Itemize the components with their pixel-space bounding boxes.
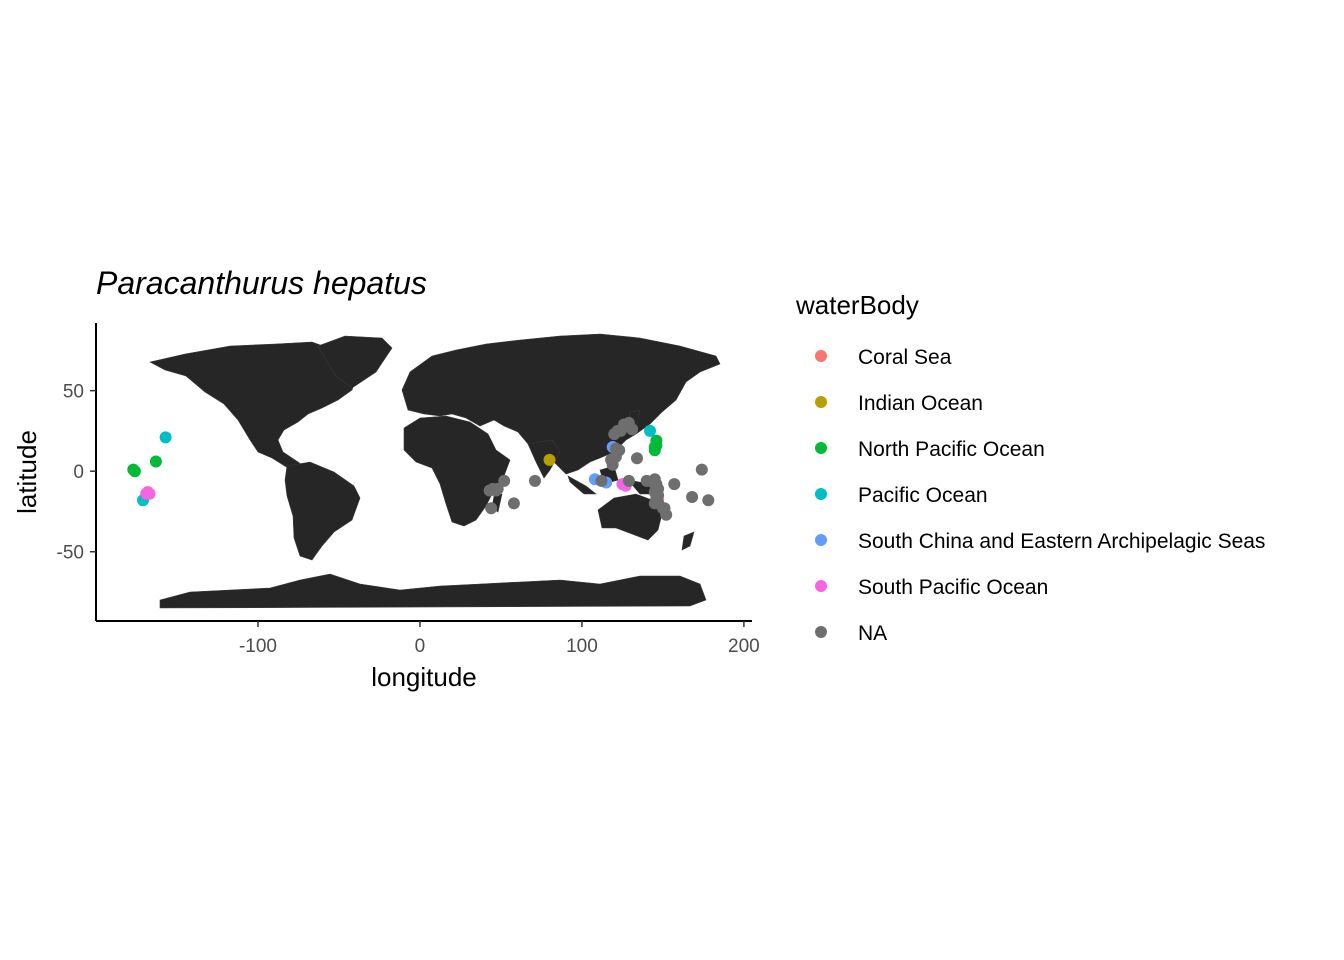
legend-title: waterBody [795, 290, 919, 320]
data-point-6-4 [498, 474, 511, 487]
data-point-6-34 [686, 491, 699, 503]
legend-key [815, 580, 827, 592]
x-axis-title: longitude [371, 662, 477, 692]
x-tick-label: 0 [415, 636, 426, 657]
data-point-6-5 [485, 502, 498, 515]
data-point-2-6 [650, 439, 663, 452]
scatter-points [127, 416, 715, 521]
data-point-6-8 [595, 474, 608, 487]
land-new-zealand [681, 531, 695, 551]
data-point-6-3 [491, 482, 504, 495]
legend: waterBody Coral Sea Indian Ocean North Pac… [795, 290, 1265, 645]
data-point-6-33 [668, 478, 681, 491]
x-axis-ticks: -100 0 100 200 [239, 621, 760, 657]
data-point-6-16 [613, 444, 626, 457]
data-point-3-0 [159, 431, 172, 444]
data-point-6-20 [626, 423, 639, 436]
x-tick-label: 200 [728, 636, 760, 657]
world-map-land [149, 333, 721, 609]
legend-label: Pacific Ocean [858, 484, 988, 507]
legend-label: Indian Ocean [858, 392, 983, 415]
land-antarctica [159, 573, 707, 609]
legend-label: Coral Sea [858, 346, 952, 369]
land-australia [597, 493, 663, 541]
chart-title: Paracanthurus hepatus [96, 265, 427, 301]
x-tick-label: 100 [566, 636, 598, 657]
legend-key [815, 442, 827, 454]
x-tick-label: -100 [239, 636, 277, 657]
land-sumatra [567, 475, 597, 495]
land-south-america [284, 461, 361, 561]
data-point-6-36 [702, 494, 715, 507]
land-greenland [317, 335, 393, 389]
data-point-3-2 [644, 424, 656, 437]
y-axis-title: latitude [12, 430, 42, 514]
legend-label: North Pacific Ocean [858, 438, 1045, 461]
data-point-2-2 [149, 455, 162, 468]
data-point-1-0 [543, 453, 556, 466]
land-eurasia [401, 333, 721, 475]
y-tick-label: 50 [63, 382, 84, 403]
legend-key [815, 396, 827, 408]
legend-key [815, 534, 827, 546]
legend-label: South Pacific Ocean [858, 576, 1048, 599]
legend-label: South China and Eastern Archipelagic Sea… [858, 530, 1265, 553]
data-point-6-19 [631, 452, 643, 465]
data-point-6-7 [529, 474, 541, 487]
data-point-6-6 [507, 497, 520, 510]
y-axis-ticks: -50 0 50 [57, 382, 96, 564]
y-tick-label: -50 [57, 543, 84, 564]
y-tick-label: 0 [73, 462, 84, 483]
data-point-6-39 [640, 474, 653, 487]
data-point-6-38 [622, 474, 635, 487]
data-point-6-37 [648, 497, 661, 510]
data-point-6-35 [695, 463, 708, 476]
legend-key [815, 350, 827, 362]
legend-key [815, 488, 827, 500]
data-point-5-2 [141, 486, 154, 499]
legend-key [815, 626, 827, 638]
data-point-2-1 [128, 465, 141, 478]
legend-label: NA [858, 622, 887, 645]
land-north-america [149, 341, 359, 477]
